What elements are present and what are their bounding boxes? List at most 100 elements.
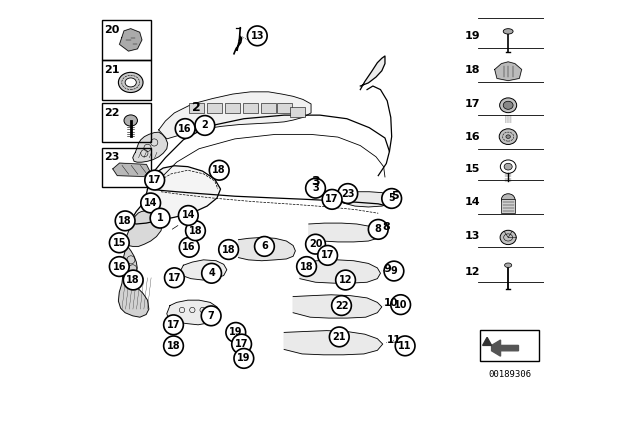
Text: 23: 23 bbox=[341, 189, 355, 198]
Circle shape bbox=[179, 237, 199, 257]
Circle shape bbox=[306, 178, 325, 198]
Bar bbox=[102, 148, 150, 187]
Bar bbox=[243, 103, 258, 113]
Text: 8: 8 bbox=[383, 222, 390, 232]
Text: 9: 9 bbox=[383, 264, 391, 274]
Polygon shape bbox=[293, 295, 382, 318]
Circle shape bbox=[369, 220, 388, 239]
Circle shape bbox=[164, 268, 184, 288]
Bar bbox=[207, 103, 222, 113]
Polygon shape bbox=[360, 56, 385, 90]
Circle shape bbox=[115, 211, 135, 231]
Text: 17: 17 bbox=[168, 273, 181, 283]
Text: 7: 7 bbox=[208, 311, 214, 321]
Circle shape bbox=[384, 261, 404, 281]
Text: 8: 8 bbox=[375, 224, 381, 234]
Text: 20: 20 bbox=[308, 239, 323, 249]
Text: 4: 4 bbox=[208, 268, 215, 278]
Bar bbox=[261, 103, 276, 113]
Polygon shape bbox=[159, 92, 311, 139]
Text: 5: 5 bbox=[392, 191, 399, 201]
Text: 12: 12 bbox=[339, 275, 352, 285]
Text: 18: 18 bbox=[189, 226, 202, 236]
Circle shape bbox=[332, 296, 351, 315]
Bar bbox=[102, 103, 150, 142]
Text: 17: 17 bbox=[148, 175, 161, 185]
Polygon shape bbox=[132, 166, 221, 224]
Text: 18: 18 bbox=[222, 245, 236, 254]
Bar bbox=[102, 20, 150, 60]
Text: 18: 18 bbox=[300, 262, 314, 271]
Polygon shape bbox=[495, 62, 522, 81]
Ellipse shape bbox=[125, 78, 136, 87]
Text: 19: 19 bbox=[229, 327, 243, 337]
Polygon shape bbox=[483, 337, 492, 345]
Circle shape bbox=[232, 334, 252, 354]
Ellipse shape bbox=[500, 98, 516, 113]
Text: 18: 18 bbox=[212, 165, 226, 175]
Circle shape bbox=[248, 26, 267, 46]
Text: 2: 2 bbox=[202, 121, 208, 130]
Text: 17: 17 bbox=[465, 99, 480, 108]
Circle shape bbox=[124, 270, 143, 290]
Text: 3: 3 bbox=[312, 183, 319, 193]
Ellipse shape bbox=[502, 194, 515, 205]
Polygon shape bbox=[167, 300, 221, 325]
Circle shape bbox=[318, 246, 337, 265]
Text: 15: 15 bbox=[465, 164, 480, 173]
Circle shape bbox=[195, 116, 215, 135]
Text: 1: 1 bbox=[157, 213, 163, 223]
Circle shape bbox=[109, 233, 129, 253]
Circle shape bbox=[164, 336, 184, 356]
Circle shape bbox=[219, 240, 239, 259]
Circle shape bbox=[336, 270, 355, 290]
Polygon shape bbox=[132, 132, 168, 162]
Bar bbox=[225, 103, 240, 113]
Text: 9: 9 bbox=[390, 266, 397, 276]
Polygon shape bbox=[284, 331, 383, 355]
Ellipse shape bbox=[504, 164, 512, 170]
Circle shape bbox=[255, 237, 275, 256]
Bar bbox=[502, 199, 515, 213]
Circle shape bbox=[209, 160, 229, 180]
Circle shape bbox=[175, 119, 195, 138]
Text: 19: 19 bbox=[464, 31, 480, 41]
Circle shape bbox=[145, 170, 164, 190]
Ellipse shape bbox=[506, 135, 511, 138]
Ellipse shape bbox=[503, 29, 513, 34]
Bar bbox=[102, 60, 150, 100]
Circle shape bbox=[150, 208, 170, 228]
Circle shape bbox=[396, 336, 415, 356]
Polygon shape bbox=[180, 260, 227, 280]
Circle shape bbox=[141, 193, 161, 213]
Circle shape bbox=[382, 189, 401, 208]
Circle shape bbox=[391, 295, 410, 314]
Circle shape bbox=[186, 221, 205, 241]
Text: 19: 19 bbox=[237, 353, 251, 363]
Text: 00189306: 00189306 bbox=[488, 370, 531, 379]
Text: 2: 2 bbox=[193, 101, 201, 114]
Polygon shape bbox=[300, 260, 380, 283]
Text: 17: 17 bbox=[167, 320, 180, 330]
Text: 14: 14 bbox=[464, 197, 480, 207]
Text: 22: 22 bbox=[335, 301, 348, 310]
Circle shape bbox=[323, 190, 342, 209]
Text: 14: 14 bbox=[144, 198, 157, 208]
Bar bbox=[189, 103, 204, 113]
Text: 22: 22 bbox=[104, 108, 120, 117]
Circle shape bbox=[338, 184, 358, 203]
Polygon shape bbox=[122, 246, 137, 280]
Bar bbox=[276, 103, 292, 113]
Bar bbox=[290, 107, 305, 117]
Text: 12: 12 bbox=[465, 267, 480, 276]
Circle shape bbox=[226, 323, 246, 342]
Text: 18: 18 bbox=[118, 216, 132, 226]
Circle shape bbox=[179, 206, 198, 225]
Polygon shape bbox=[118, 274, 149, 317]
Bar bbox=[481, 330, 539, 361]
Circle shape bbox=[202, 306, 221, 326]
Polygon shape bbox=[113, 163, 150, 177]
Circle shape bbox=[306, 234, 325, 254]
Text: 23: 23 bbox=[104, 152, 120, 162]
Circle shape bbox=[234, 349, 253, 368]
